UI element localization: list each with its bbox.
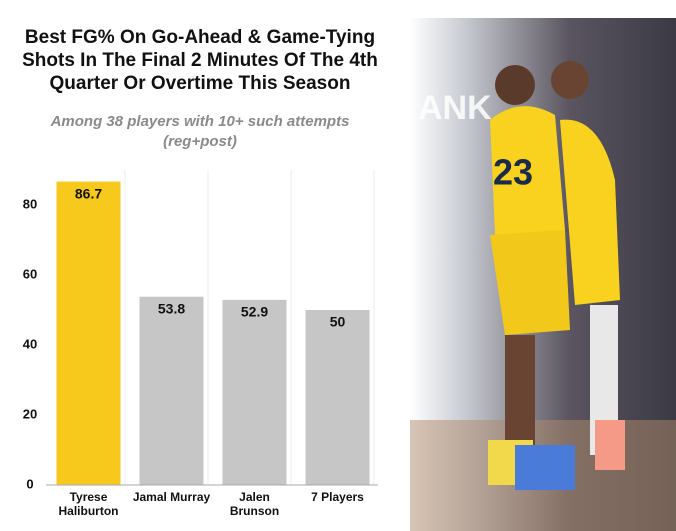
data-label: 86.7 (75, 185, 102, 201)
photo-head (551, 61, 589, 99)
y-tick-label: 60 (23, 266, 37, 281)
x-tick-label: Jalen Brunson (229, 490, 280, 518)
photo-sign: ANK (418, 89, 492, 127)
photo-jersey (490, 106, 565, 242)
chart-title: Best FG% On Go-Ahead & Game-Tying Shots … (22, 27, 378, 94)
data-label: 52.9 (241, 304, 268, 320)
chart-subtitle: Among 38 players with 10+ such attempts … (50, 113, 350, 150)
x-tick-label: Tyrese Haliburton (58, 490, 119, 518)
photo-head (495, 65, 535, 105)
y-tick-label: 0 (26, 476, 33, 491)
y-tick-label: 80 (23, 196, 37, 211)
photo-number: 23 (493, 152, 533, 193)
photo-shoe (595, 420, 625, 470)
y-tick-label: 20 (23, 406, 37, 421)
photo-jersey (560, 119, 620, 306)
photo-leg (505, 335, 535, 445)
x-tick-label: 7 Players (311, 490, 364, 504)
photo-shorts (490, 230, 570, 335)
y-tick-label: 40 (23, 336, 37, 351)
data-label: 50 (330, 314, 346, 330)
photo-shoe (515, 445, 575, 490)
bar (305, 310, 370, 485)
bar (222, 299, 287, 485)
x-tick-label: Jamal Murray (132, 490, 211, 504)
data-label: 53.8 (158, 300, 185, 316)
bar (139, 296, 204, 485)
bar (56, 181, 121, 486)
